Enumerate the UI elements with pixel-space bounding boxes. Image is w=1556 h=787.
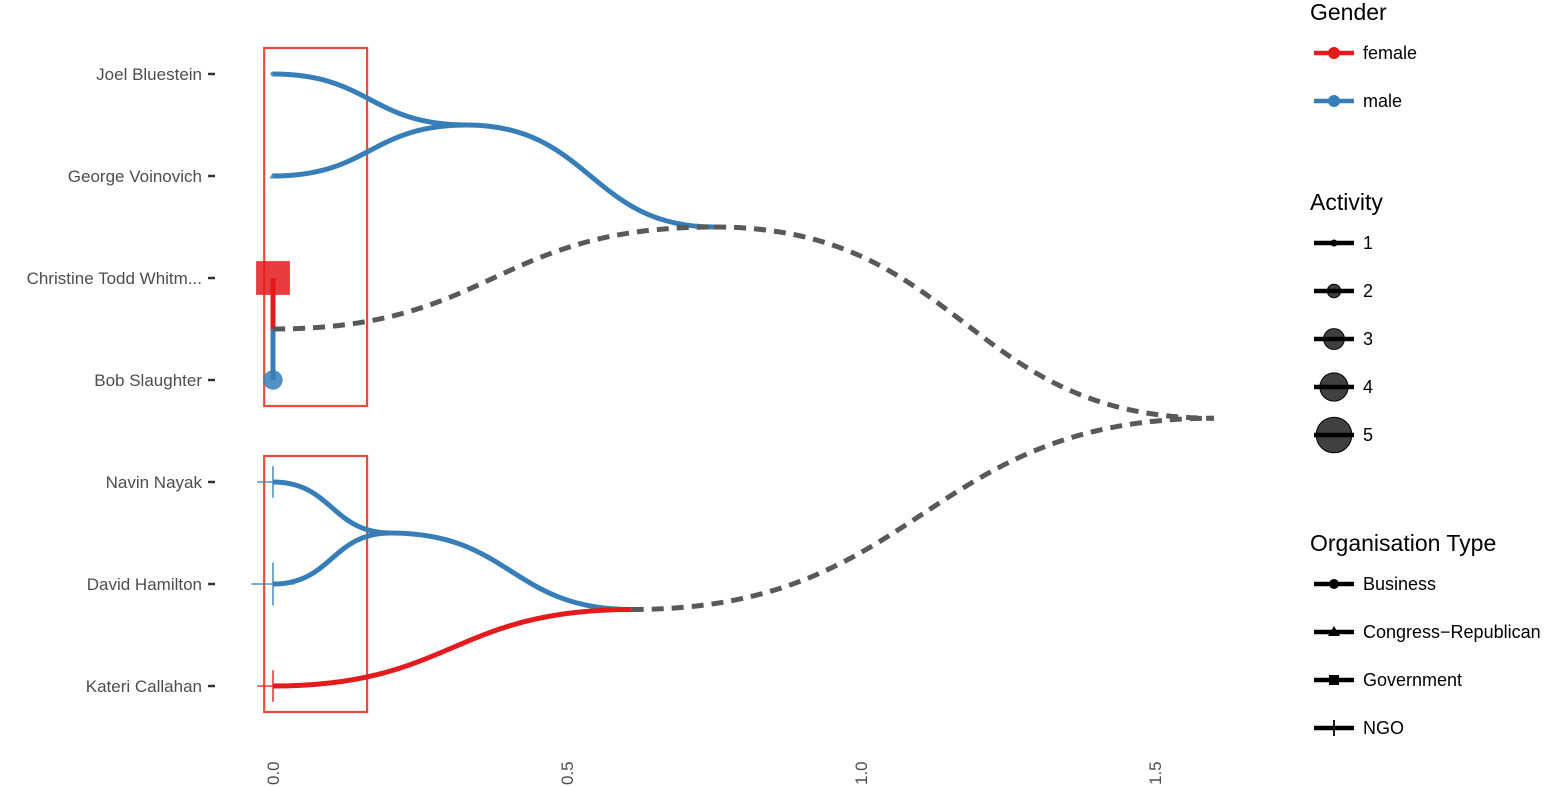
dendrogram-edge (713, 224, 1214, 421)
x-tick-label: 0.0 (264, 761, 283, 785)
y-tick-label: Joel Bluestein (96, 65, 202, 84)
y-tick-label: George Voinovich (68, 167, 202, 186)
leaf-marker-david-hamilton (251, 562, 295, 606)
legend-activity: Activity 1 2 3 4 5 (1310, 189, 1383, 454)
leaf-marker-bob-slaughter (263, 370, 283, 390)
dendrogram-edge (272, 530, 391, 587)
leaf-marker-kateri-callahan (257, 670, 289, 702)
legend-label: 5 (1363, 425, 1373, 445)
legend-label: 2 (1363, 281, 1373, 301)
leaf-marker-george-voinovich (269, 172, 277, 179)
y-tick-label: Navin Nayak (106, 473, 203, 492)
legend-key-point (1329, 675, 1339, 685)
dendrogram-edge (272, 122, 468, 179)
x-tick-label: 1.0 (852, 761, 871, 785)
legend-key-point (1328, 95, 1340, 107)
legend-key-point (1329, 579, 1339, 589)
dendrogram-edge (467, 122, 715, 230)
legend-key-point (1328, 47, 1340, 59)
legend-label: 1 (1363, 233, 1373, 253)
leaf-marker-navin-nayak (257, 466, 289, 498)
legend-label: female (1363, 43, 1417, 63)
legend-label: Congress−Republican (1363, 622, 1541, 642)
legend-key-point (1326, 283, 1342, 299)
legend-label: Business (1363, 574, 1436, 594)
legend-label: NGO (1363, 718, 1404, 738)
legend-label: 4 (1363, 377, 1373, 397)
leaf-marker-joel-bluestein (270, 71, 276, 77)
leaf-marker-christine-todd-whitm (256, 261, 290, 295)
legend-title: Activity (1310, 189, 1383, 215)
dendrogram-edge (390, 530, 632, 612)
y-tick-label: Christine Todd Whitm... (27, 269, 202, 288)
legend-label: 3 (1363, 329, 1373, 349)
legend-key-point (1330, 239, 1338, 247)
dendrogram-edge (272, 71, 468, 128)
legend-label: male (1363, 91, 1402, 111)
y-tick-label: David Hamilton (87, 575, 202, 594)
legend-key-point (1315, 416, 1353, 454)
y-tick-label: Bob Slaughter (94, 371, 202, 390)
legend-organisation-type: Organisation Type Business Congress−Republ… (1310, 530, 1541, 738)
legend-key-point (1328, 626, 1340, 636)
legend-label: Government (1363, 670, 1462, 690)
dendrogram-edge (272, 607, 632, 689)
legend-key-point (1319, 372, 1349, 402)
legend-key-point (1323, 328, 1345, 350)
cluster-box (263, 46, 369, 408)
dendrogram-edge (631, 415, 1214, 612)
legend-title: Gender (1310, 0, 1387, 25)
legend-gender: Gender female male (1310, 0, 1417, 111)
x-tick-label: 0.5 (558, 761, 577, 785)
dendrogram-edge (272, 479, 391, 536)
y-tick-label: Kateri Callahan (86, 677, 202, 696)
dendrogram-edge (272, 224, 715, 332)
x-tick-label: 1.5 (1146, 761, 1165, 785)
legend-title: Organisation Type (1310, 530, 1496, 556)
